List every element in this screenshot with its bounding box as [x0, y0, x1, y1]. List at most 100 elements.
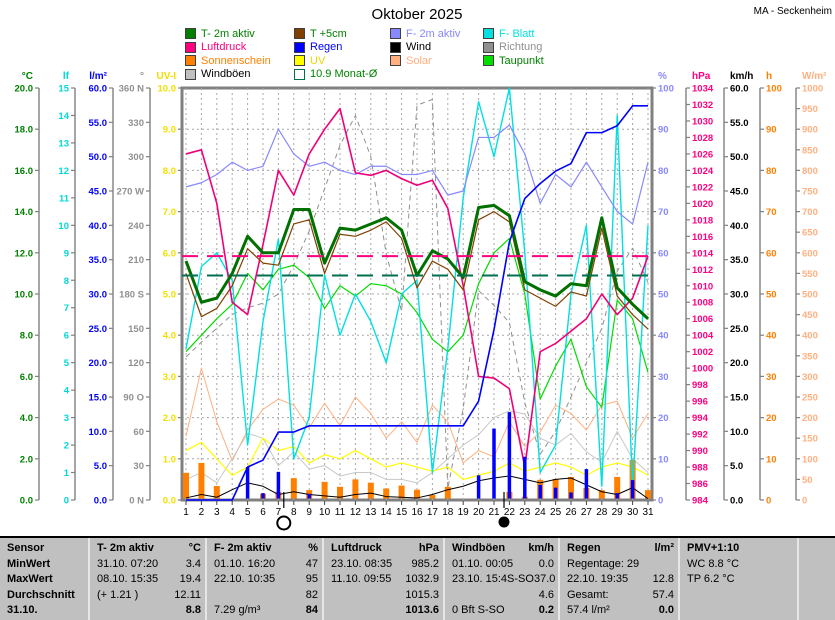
axis-tick-label: 0.0	[730, 496, 743, 507]
axis-tick-label: 700	[802, 207, 818, 218]
legend-label: Taupunkt	[499, 54, 544, 67]
row-label: Sensor	[7, 542, 45, 554]
table-row	[687, 588, 793, 604]
axis-tick-label: 20.0	[730, 358, 749, 369]
table-row: Luftdruck hPa	[331, 541, 439, 557]
axis-tick-label: 1018	[692, 215, 713, 226]
axis-tick-label: 300	[128, 152, 144, 163]
cell-label: 0 Bft S-SO	[452, 604, 505, 617]
day-label: 19	[458, 507, 470, 518]
axis-tick-label: 14.0	[15, 207, 34, 218]
day-label: 16	[411, 507, 423, 518]
table-row: Regentage: 29	[567, 557, 674, 573]
table-row: T- 2m aktiv °C	[97, 541, 201, 557]
series-line-solar	[185, 367, 649, 464]
day-label: 31	[642, 507, 654, 518]
axis-tick-label: 0.0	[20, 496, 33, 507]
legend-swatch-icon	[390, 28, 401, 40]
axis-tick-label: 900	[802, 125, 818, 136]
cell-value: 1032.9	[405, 573, 439, 586]
axis-tick-label: 6	[64, 331, 69, 342]
axis-tick-label: 60	[766, 248, 777, 259]
series-bar-regen-tagesmenge	[615, 493, 619, 499]
cell-label: 01.10. 00:05	[452, 557, 514, 570]
axis-tick-label: 50	[802, 475, 813, 486]
row-label: Durchschnitt	[7, 588, 75, 601]
axis-tick-label: 994	[692, 413, 709, 424]
axis-unit-label: °C	[22, 71, 33, 82]
column-header: Windböen	[452, 542, 506, 554]
cell-value: 12.11	[174, 588, 201, 601]
axis-tick-label: 1014	[692, 248, 714, 259]
table-column-regen: Regen l/m² Regentage: 29 22.10. 19:35 12.8 Ge…	[558, 538, 678, 620]
table-filler	[797, 538, 835, 620]
series-bar-regen-tagesmenge	[584, 469, 589, 499]
table-row: (+ 1.21 ) 12.11	[97, 588, 201, 604]
table-column-windb-en: Windböen km/h 01.10. 00:05 0.0 23.10. 15:4S-…	[443, 538, 558, 620]
day-label: 2	[199, 507, 205, 518]
series-bar-sonnenschein	[337, 486, 343, 499]
day-label: 15	[396, 507, 408, 518]
legend-swatch-icon	[483, 55, 494, 67]
series-line-taupunkt	[185, 237, 649, 408]
table-row: 8.8	[97, 603, 201, 619]
axis-tick-label: 210	[128, 255, 144, 266]
page-title: Oktober 2025	[371, 6, 463, 23]
table-column-f-2m-aktiv: F- 2m aktiv% 01.10. 16:20 47 22.10. 10:35 95…	[205, 538, 322, 620]
legend-swatch-icon	[483, 41, 494, 53]
axis-tick-label: 6.0	[163, 248, 176, 259]
axis-unit-label: °	[140, 71, 144, 82]
axis-tick-label: 30.0	[89, 290, 108, 301]
sensor-summary-table: Sensor MinWert MaxWert Durchschnitt 31.10. T-…	[0, 536, 835, 620]
axis-tick-label: 25.0	[730, 324, 749, 335]
axis-tick-label: 150	[802, 434, 818, 445]
column-unit: hPa	[418, 542, 439, 554]
series-bar-regen-tagesmenge	[538, 484, 542, 499]
cell-value: 12.8	[652, 573, 674, 586]
row-label: MinWert	[7, 557, 51, 570]
day-label: 9	[306, 507, 312, 518]
column-header: Luftdruck	[331, 542, 382, 554]
legend-label: Solar	[406, 54, 432, 67]
series-bar-sonnenschein	[444, 486, 451, 499]
table-row: 82	[214, 588, 318, 604]
axis-tick-label: 200	[802, 413, 818, 424]
legend-swatch-icon	[483, 28, 494, 40]
cell-value: 1015.3	[405, 588, 439, 601]
axis-tick-label: 35.0	[730, 255, 749, 266]
legend-label: Wind	[406, 41, 432, 54]
series-bar-sonnenschein	[367, 482, 374, 499]
axis-tick-label: 0	[64, 496, 69, 507]
axis-tick-label: 100	[802, 454, 818, 465]
series-bar-sonnenschein	[414, 489, 420, 499]
legend-item: Luftdruck	[185, 41, 271, 55]
legend-swatch-icon	[185, 68, 196, 80]
axis-unit-label: W/m²	[802, 71, 827, 82]
axis-tick-label: 1020	[692, 199, 713, 210]
series-line-regen-summe	[186, 105, 648, 501]
legend-column: F- Blatt Richtung Taupunkt	[483, 27, 544, 68]
axis-tick-label: 70	[766, 207, 777, 218]
series-line-uv	[185, 437, 649, 480]
series-bar-sonnenschein	[321, 481, 328, 499]
axis-tick-label: 55.0	[89, 118, 108, 129]
day-label: 27	[581, 507, 593, 518]
table-row: 11.10. 09:55 1032.9	[331, 572, 439, 588]
day-label: 12	[350, 507, 362, 518]
chart-canvas: 0.02.04.06.08.010.012.014.016.018.020.0°…	[15, 71, 827, 531]
day-label: 4	[229, 507, 235, 518]
table-row: Gesamt: 57.4	[567, 588, 674, 604]
day-label: 24	[535, 507, 547, 518]
column-unit: km/h	[528, 542, 554, 554]
axis-tick-label: 14	[58, 111, 69, 122]
legend-swatch-icon	[390, 55, 401, 67]
axis-tick-label: 30.0	[730, 290, 749, 301]
column-unit: l/m²	[654, 542, 674, 554]
legend-swatch-icon	[390, 41, 401, 53]
axis-tick-label: 20	[766, 413, 777, 424]
axis-tick-label: 2	[64, 441, 69, 452]
axis-unit-label: l/m²	[89, 71, 107, 82]
series-bar-sonnenschein	[290, 478, 297, 499]
axis-tick-label: 10.0	[89, 427, 108, 438]
cell-label: 01.10. 16:20	[214, 557, 276, 570]
